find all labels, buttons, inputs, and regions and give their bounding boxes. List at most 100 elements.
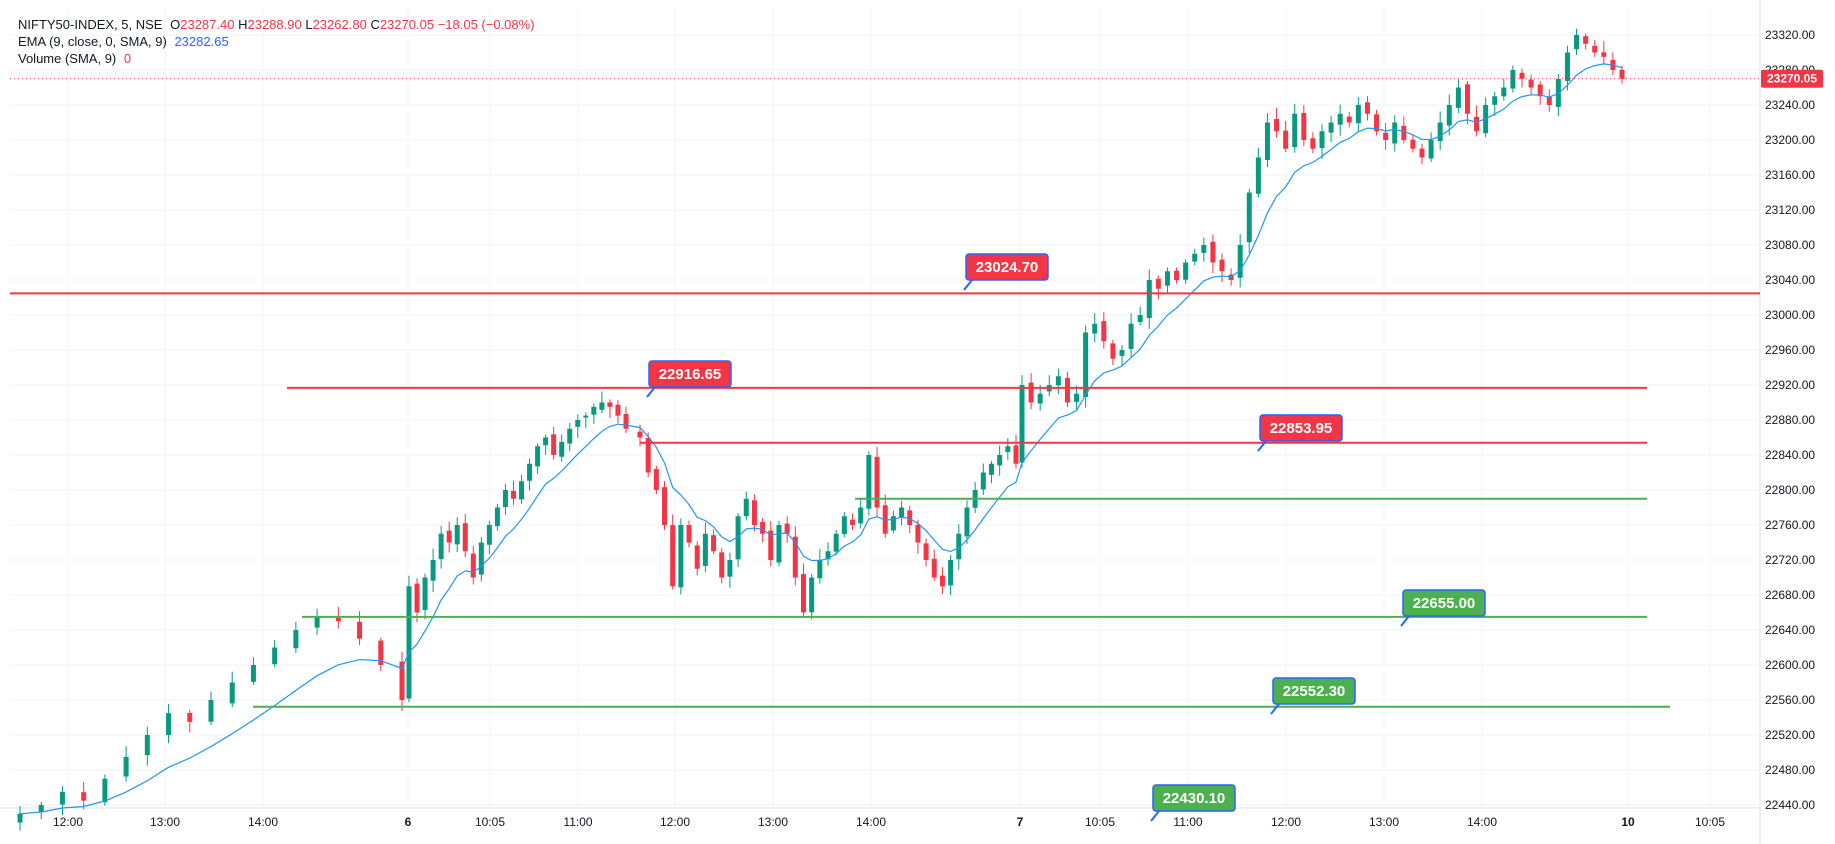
candle-body xyxy=(1601,52,1607,57)
close-label: C xyxy=(370,17,380,32)
candle-body xyxy=(702,533,708,566)
price-axis-tick: 23080.00 xyxy=(1765,238,1815,252)
ema-row: EMA (9, close, 0, SMA, 9) 23282.65 xyxy=(18,33,535,50)
horizontal-levels[interactable]: 23024.70 22916.65 22853.95 22655.00 22552.30… xyxy=(10,253,1760,822)
candle-body xyxy=(446,530,452,543)
time-axis-tick: 13:00 xyxy=(758,815,788,829)
candle-body xyxy=(229,682,235,704)
candle-body xyxy=(1410,139,1416,149)
level-tag[interactable]: 22655.00 xyxy=(1400,589,1486,627)
candle-body xyxy=(923,543,929,560)
symbol-label[interactable]: NIFTY50-INDEX, 5, NSE xyxy=(18,17,163,32)
candle-body xyxy=(988,463,994,475)
candle-body xyxy=(939,575,945,587)
candle-body xyxy=(825,551,831,560)
last-price-badge[interactable] xyxy=(1761,69,1823,88)
candle-body xyxy=(1310,138,1316,149)
candle-body xyxy=(678,525,684,588)
candle-body xyxy=(1464,84,1470,114)
open-label: O xyxy=(170,17,181,32)
level-tag-box[interactable] xyxy=(648,360,732,388)
candle-body xyxy=(694,545,700,569)
time-axis-tick: 10:05 xyxy=(1695,815,1725,829)
candle-body xyxy=(1064,377,1070,403)
candle-body xyxy=(59,791,65,805)
candle-body xyxy=(1583,36,1589,44)
candle-body xyxy=(866,455,872,509)
price-axis-tick: 23160.00 xyxy=(1765,168,1815,182)
price-axis-tick: 22760.00 xyxy=(1765,518,1815,532)
candle-body xyxy=(874,456,880,508)
candle-body xyxy=(1574,35,1580,50)
time-axis-tick: 10:05 xyxy=(1085,815,1115,829)
candle-body xyxy=(899,507,905,518)
level-tag-box[interactable] xyxy=(1152,784,1236,812)
time-axis[interactable]: 12:00 13:00 14:00 6 10:05 11:00 12:00 13:00 14:0… xyxy=(53,815,1725,829)
level-tag[interactable]: 22916.65 xyxy=(646,360,732,398)
level-tag[interactable]: 22430.10 xyxy=(1150,784,1236,822)
candle-body xyxy=(833,533,839,552)
candle-body xyxy=(800,574,806,613)
candle-body xyxy=(607,402,613,407)
candle-body xyxy=(817,560,823,579)
open-value: 23287.40 xyxy=(180,17,235,32)
candle-body xyxy=(1264,122,1270,160)
candle-body xyxy=(510,490,516,499)
candle-body xyxy=(1101,321,1107,342)
candle-body xyxy=(1074,393,1080,402)
candle-body xyxy=(1192,253,1198,262)
candle-body xyxy=(662,487,668,525)
price-axis-tick: 22520.00 xyxy=(1765,728,1815,742)
candle-body xyxy=(1237,245,1243,278)
candle-body xyxy=(1546,96,1552,105)
level-tag-box[interactable] xyxy=(1272,677,1356,705)
level-tag-box[interactable] xyxy=(1402,589,1486,617)
candle-body xyxy=(470,553,476,578)
candle-body xyxy=(430,560,436,581)
candle-body xyxy=(751,500,757,525)
candle-body xyxy=(208,700,214,722)
ema-label[interactable]: EMA (9, close, 0, SMA, 9) xyxy=(18,34,167,49)
candle-body xyxy=(1083,332,1089,397)
low-label: L xyxy=(305,17,313,32)
time-axis-tick: 14:00 xyxy=(1467,815,1497,829)
price-axis-tick: 23320.00 xyxy=(1765,28,1815,42)
level-tag[interactable]: 22853.95 xyxy=(1257,414,1343,452)
candle-body xyxy=(591,406,597,415)
candle-body xyxy=(102,778,108,803)
candle-body xyxy=(314,616,320,628)
level-tag-label: 22430.10 xyxy=(1163,790,1226,807)
level-tag[interactable]: 23024.70 xyxy=(963,253,1049,291)
candle-body xyxy=(686,525,692,543)
candle-body xyxy=(535,446,541,467)
candle-body xyxy=(1592,45,1598,53)
candle-body xyxy=(486,525,492,545)
price-axis-tick: 23040.00 xyxy=(1765,273,1815,287)
candle-body xyxy=(1383,132,1389,140)
candle-body xyxy=(81,792,87,801)
time-axis-tick: 10:05 xyxy=(475,815,505,829)
candle-body xyxy=(187,712,193,722)
candle-body xyxy=(543,437,549,446)
candle-body xyxy=(1319,131,1325,149)
candle-body xyxy=(250,665,256,682)
candle-body xyxy=(1019,385,1025,463)
candle-body xyxy=(399,661,405,700)
candle-body xyxy=(1528,79,1534,88)
volume-label[interactable]: Volume (SMA, 9) xyxy=(18,51,117,66)
price-axis-tick: 22560.00 xyxy=(1765,693,1815,707)
candle-body xyxy=(711,535,717,552)
level-tag-box[interactable] xyxy=(965,253,1049,281)
candle-body xyxy=(1137,315,1143,322)
level-tag-box[interactable] xyxy=(1259,414,1343,442)
price-axis[interactable]: 22440.00 22480.00 22520.00 22560.00 22600.00… xyxy=(1765,28,1815,812)
candle-body xyxy=(850,519,856,525)
candle-body xyxy=(1037,393,1043,404)
candle-body xyxy=(583,415,589,418)
level-tag[interactable]: 22552.30 xyxy=(1270,677,1356,715)
price-axis-tick: 22880.00 xyxy=(1765,413,1815,427)
candle-body xyxy=(527,463,533,481)
volume-row: Volume (SMA, 9) 0 xyxy=(18,50,535,67)
